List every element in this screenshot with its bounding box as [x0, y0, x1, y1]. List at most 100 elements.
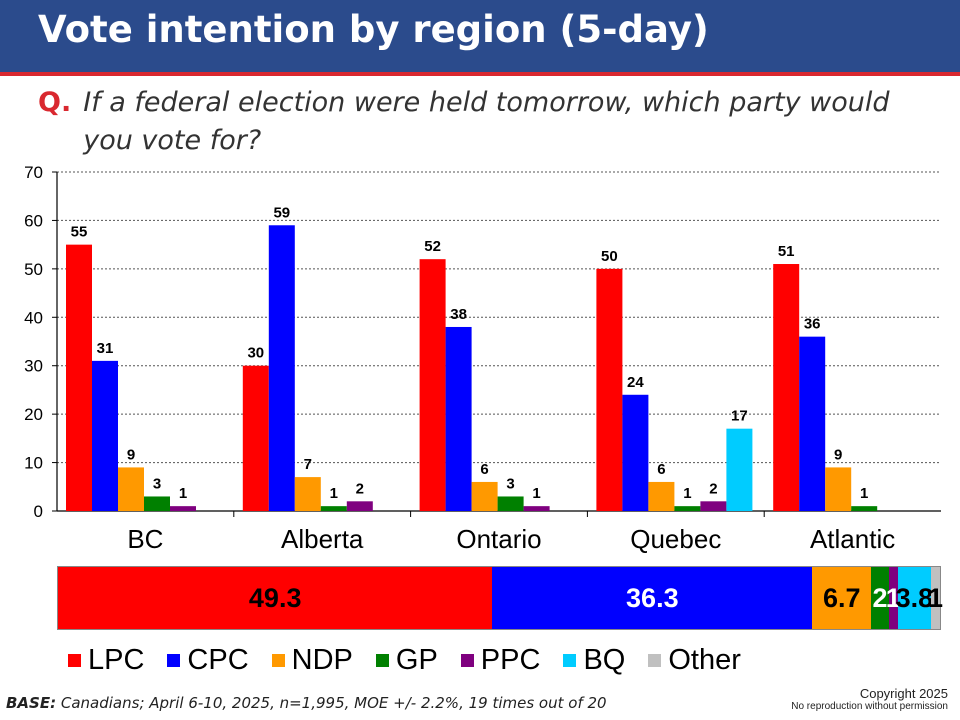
legend-swatch — [648, 654, 662, 667]
legend-label: BQ — [583, 644, 626, 676]
y-tick-label: 30 — [24, 357, 43, 376]
legend-swatch — [460, 654, 474, 667]
bar-cpc-alberta — [268, 225, 295, 511]
bar-lpc-ontario — [419, 259, 446, 511]
data-label-ndp-alberta: 7 — [304, 456, 312, 473]
stack-label-lpc: 49.3 — [248, 582, 302, 613]
data-label-ppc-bc: 1 — [179, 485, 187, 502]
data-label-cpc-alberta: 59 — [273, 204, 290, 221]
legend-item-cpc: CPC — [167, 644, 249, 677]
base-note: BASE: Canadians; April 6-10, 2025, n=1,9… — [6, 694, 607, 712]
data-label-ppc-ontario: 1 — [532, 485, 540, 502]
bar-ndp-quebec — [648, 481, 675, 511]
y-tick-label: 50 — [24, 260, 43, 279]
stack-label-gp: 2 — [872, 582, 888, 613]
y-tick-label: 0 — [34, 502, 43, 521]
bar-lpc-bc — [66, 244, 92, 511]
x-tick-label-alberta: Alberta — [281, 524, 364, 554]
bar-cpc-ontario — [445, 326, 472, 511]
question: Q. If a federal election were held tomorr… — [38, 84, 938, 160]
legend-label: NDP — [291, 644, 353, 676]
data-label-gp-quebec: 1 — [683, 485, 691, 502]
bar-ndp-alberta — [294, 477, 321, 511]
data-label-ndp-atlantic: 9 — [834, 446, 842, 463]
data-label-lpc-atlantic: 51 — [778, 243, 795, 260]
page-title: Vote intention by region (5-day) — [38, 8, 709, 51]
legend: LPC CPC NDP GP PPC BQ Other — [68, 644, 764, 677]
data-label-gp-atlantic: 1 — [860, 485, 868, 502]
legend-swatch — [375, 654, 389, 667]
legend-label: PPC — [480, 644, 541, 676]
question-label: Q. — [38, 87, 72, 118]
legend-label: CPC — [187, 644, 249, 676]
legend-item-gp: GP — [375, 644, 438, 677]
data-label-cpc-quebec: 24 — [627, 374, 644, 391]
bar-ndp-bc — [118, 467, 144, 511]
data-label-gp-bc: 3 — [153, 475, 161, 492]
reproduction-text: No reproduction without permission — [791, 701, 948, 712]
stack-segment-other: 1 — [928, 567, 944, 629]
stack-label-ppc: 1 — [885, 582, 901, 613]
stack-label-bq: 3.8 — [895, 582, 934, 613]
y-tick-label: 70 — [24, 163, 43, 182]
y-tick-label: 10 — [24, 454, 43, 473]
bar-lpc-alberta — [242, 365, 269, 511]
data-label-ndp-bc: 9 — [127, 446, 135, 463]
stack-label-cpc: 36.3 — [626, 582, 679, 613]
stack-segment-gp: 2 — [871, 567, 889, 629]
legend-item-ndp: NDP — [271, 644, 353, 677]
data-label-lpc-bc: 55 — [71, 224, 88, 241]
legend-label: LPC — [88, 644, 145, 676]
stack-segment-ndp: 6.7 — [812, 567, 872, 629]
data-label-ppc-alberta: 2 — [356, 480, 364, 497]
national-stacked-bar: 49.3 36.3 6.7 2 1 3.8 1 — [57, 566, 944, 630]
data-label-lpc-ontario: 52 — [424, 238, 441, 255]
legend-swatch — [68, 654, 81, 667]
bar-ppc-bc — [170, 506, 196, 511]
stack-label-other: 1 — [928, 582, 944, 613]
data-label-ppc-quebec: 2 — [709, 480, 717, 497]
stack-segment-ppc: 1 — [885, 567, 901, 629]
legend-swatch — [167, 654, 181, 667]
question-text: If a federal election were held tomorrow… — [83, 87, 890, 156]
bar-bq-quebec — [726, 428, 753, 511]
x-tick-label-quebec: Quebec — [630, 524, 721, 554]
title-bar: Vote intention by region (5-day) — [0, 0, 960, 76]
bar-cpc-bc — [92, 360, 118, 511]
legend-label: Other — [668, 644, 741, 676]
x-tick-label-ontario: Ontario — [456, 524, 541, 554]
copyright: Copyright 2025 No reproduction without p… — [791, 686, 948, 712]
legend-swatch — [563, 654, 577, 667]
data-label-lpc-quebec: 50 — [601, 248, 618, 265]
y-tick-label: 20 — [24, 405, 43, 424]
data-label-gp-alberta: 1 — [330, 485, 338, 502]
legend-item-lpc: LPC — [68, 644, 144, 677]
stack-label-ndp: 6.7 — [822, 582, 861, 613]
data-label-gp-ontario: 3 — [506, 475, 514, 492]
legend-item-bq: BQ — [563, 644, 625, 677]
bar-ppc-alberta — [346, 501, 373, 511]
data-label-cpc-bc: 31 — [97, 340, 114, 357]
bar-cpc-quebec — [622, 394, 649, 511]
bar-ndp-atlantic — [825, 467, 852, 511]
bar-lpc-atlantic — [773, 264, 800, 511]
data-label-ndp-ontario: 6 — [480, 461, 488, 478]
bar-gp-ontario — [497, 496, 524, 511]
bar-gp-quebec — [674, 506, 701, 511]
copyright-text: Copyright 2025 — [859, 686, 948, 701]
stack-segment-lpc: 49.3 — [58, 567, 493, 629]
y-tick-label: 40 — [24, 308, 43, 327]
legend-swatch — [271, 654, 285, 667]
x-tick-label-bc: BC — [127, 524, 163, 554]
bar-lpc-quebec — [596, 268, 623, 511]
data-label-cpc-ontario: 38 — [450, 306, 467, 323]
bar-ppc-ontario — [523, 506, 550, 511]
x-tick-label-atlantic: Atlantic — [810, 524, 895, 554]
data-label-lpc-alberta: 30 — [247, 345, 264, 362]
base-label: BASE: — [6, 694, 57, 712]
data-label-bq-quebec: 17 — [731, 408, 748, 425]
y-tick-label: 60 — [24, 211, 43, 230]
bar-gp-bc — [144, 496, 170, 511]
data-label-cpc-atlantic: 36 — [804, 316, 821, 333]
legend-label: GP — [395, 644, 438, 676]
